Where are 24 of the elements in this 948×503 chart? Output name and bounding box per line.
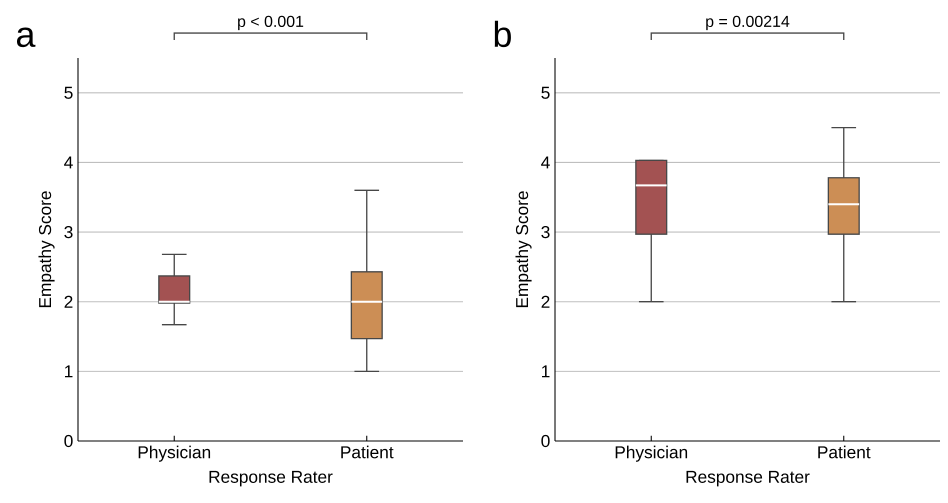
y-tick-label: 1: [542, 365, 550, 378]
y-tick-label: 0: [541, 434, 550, 448]
y-tick-label: 4: [64, 156, 73, 168]
x-tick-label: Patient: [818, 446, 870, 458]
x-axis-title: Response Rater: [686, 470, 810, 486]
y-tick-label: 1: [65, 365, 72, 378]
y-tick-label: 2: [64, 296, 72, 308]
text: p = 0.00214: [706, 16, 790, 30]
y-tick-label: 4: [541, 156, 550, 168]
text: p < 0.001: [238, 16, 304, 30]
y-axis-title: Empathy Score: [38, 191, 55, 308]
y-tick-label: 0: [64, 434, 73, 448]
y-axis-title: Empathy Score: [515, 191, 532, 308]
chart-title: b: [494, 20, 511, 48]
x-tick-label: Physician: [616, 446, 688, 462]
y-tick-label: 5: [541, 86, 550, 99]
y-tick-label: 3: [64, 226, 73, 238]
x-tick-label: Patient: [341, 446, 394, 458]
chart-title: a: [16, 27, 36, 48]
y-tick-label: 2: [542, 296, 550, 308]
y-tick-label: 3: [541, 226, 550, 238]
y-tick-label: 5: [64, 86, 73, 99]
x-axis-title: Response Rater: [210, 470, 333, 486]
x-tick-label: Physician: [138, 446, 210, 462]
